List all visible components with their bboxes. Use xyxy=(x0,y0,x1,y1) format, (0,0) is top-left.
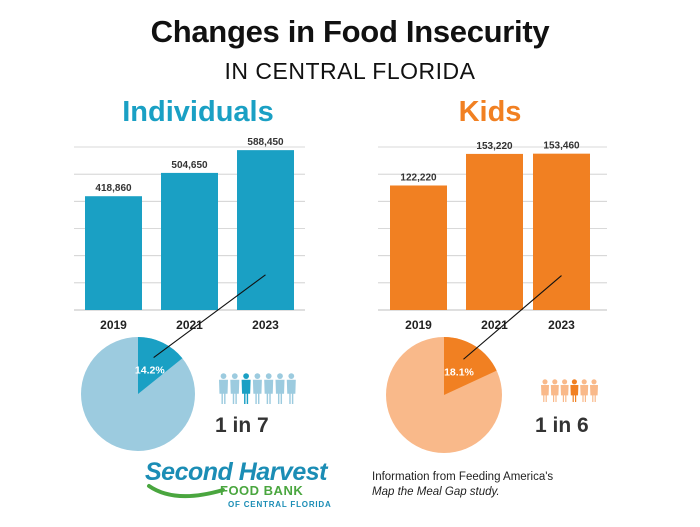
kids-bar-value-label: 153,460 xyxy=(543,141,580,152)
source-line-2: Map the Meal Gap study. xyxy=(372,486,500,498)
child-icon xyxy=(580,379,589,402)
child-icon xyxy=(570,379,579,402)
kids-bar-2023 xyxy=(533,153,590,310)
logo-name: Second Harvest xyxy=(145,458,327,486)
person-icon xyxy=(286,373,296,404)
individuals-tick-label: 2023 xyxy=(252,318,279,332)
kids-pie-slice xyxy=(444,337,497,395)
person-icon-body xyxy=(286,379,296,404)
logo-food-bank: FOOD BANK xyxy=(220,483,304,498)
child-icon-head xyxy=(591,379,597,385)
individuals-tick-label: 2019 xyxy=(100,318,127,332)
kids-chart-title: Kids xyxy=(458,96,522,128)
logo-swoosh-icon xyxy=(147,484,225,499)
individuals-ratio: 1 in 7 xyxy=(215,414,269,437)
source-line-1: Information from Feeding America's xyxy=(372,471,554,483)
person-icon-body xyxy=(241,379,251,404)
kids-pie-slice-label: 18.1% xyxy=(444,367,474,379)
child-icon-body xyxy=(570,385,579,402)
individuals-connector-line xyxy=(153,274,266,359)
kids-tick-label: 2019 xyxy=(405,318,432,332)
child-icon-head xyxy=(581,379,587,385)
person-icon xyxy=(230,373,240,404)
kids-bar-value-label: 122,220 xyxy=(400,172,437,183)
child-icon xyxy=(541,379,549,402)
child-icon-head xyxy=(562,379,568,385)
person-icon-body xyxy=(275,379,285,404)
person-icon xyxy=(252,373,262,404)
kids-tick-label: 2023 xyxy=(548,318,575,332)
person-icon-head xyxy=(277,373,283,380)
person-icon-head xyxy=(288,373,295,380)
person-icon-body xyxy=(219,379,228,404)
person-icon-head xyxy=(265,373,272,380)
individuals-pie-slice-label: 14.2% xyxy=(135,364,165,376)
child-icon-body xyxy=(560,385,569,402)
person-icon-body xyxy=(252,379,262,404)
child-icon xyxy=(590,379,598,402)
person-icon xyxy=(219,373,228,404)
child-icon-head xyxy=(571,379,577,385)
person-icon-head xyxy=(220,373,227,380)
child-icon-body xyxy=(541,385,549,402)
individuals-bar-value-label: 418,860 xyxy=(95,183,132,194)
source-note: Information from Feeding America's Map t… xyxy=(372,470,553,500)
person-icon-head xyxy=(243,373,249,380)
person-icon-head xyxy=(231,373,238,380)
individuals-tick-label: 2021 xyxy=(176,318,203,332)
child-icon xyxy=(550,379,559,402)
person-icon xyxy=(275,373,285,404)
individuals-bar-2021 xyxy=(161,172,218,310)
kids-tick-label: 2021 xyxy=(481,318,508,332)
kids-bar-2021 xyxy=(466,153,523,310)
person-icon-head xyxy=(254,373,261,380)
second-harvest-logo: Second Harvest FOOD BANK OF CENTRAL FLOR… xyxy=(145,458,365,518)
individuals-chart-title: Individuals xyxy=(122,96,274,128)
individuals-pie-slice xyxy=(138,337,183,394)
logo-region: OF CENTRAL FLORIDA xyxy=(228,500,332,509)
person-icon-body xyxy=(230,379,240,404)
kids-bar-value-label: 153,220 xyxy=(476,141,513,152)
individuals-bar-value-label: 504,650 xyxy=(171,160,208,171)
child-icon-head xyxy=(552,379,558,385)
individuals-bar-2019 xyxy=(85,196,142,310)
person-icon xyxy=(264,373,274,404)
kids-connector-line xyxy=(463,275,562,360)
kids-bar-2019 xyxy=(390,185,447,310)
person-icon xyxy=(241,373,251,404)
child-icon-body xyxy=(590,385,598,402)
child-icon-head xyxy=(542,379,548,385)
page-subtitle: IN CENTRAL FLORIDA xyxy=(224,58,476,84)
individuals-bar-value-label: 588,450 xyxy=(247,137,284,148)
child-icon-body xyxy=(550,385,559,402)
child-icon-body xyxy=(580,385,589,402)
kids-ratio: 1 in 6 xyxy=(535,414,589,437)
child-icon xyxy=(560,379,569,402)
person-icon-body xyxy=(264,379,274,404)
page-title: Changes in Food Insecurity xyxy=(150,14,550,49)
individuals-bar-2023 xyxy=(237,150,294,310)
